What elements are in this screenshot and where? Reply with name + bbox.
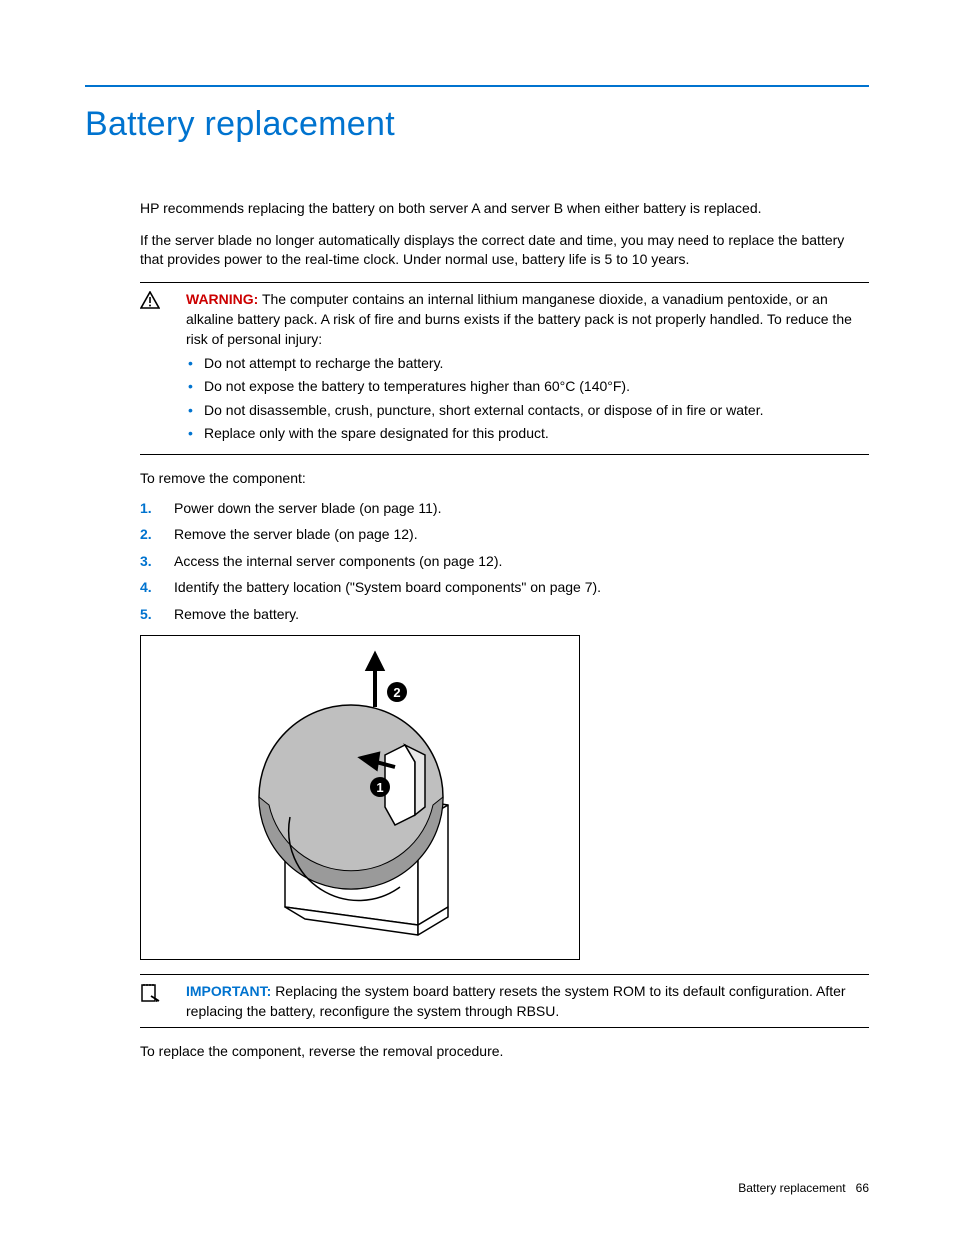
removal-steps: Power down the server blade (on page 11)… xyxy=(140,499,869,625)
page-container: Battery replacement HP recommends replac… xyxy=(0,0,954,1235)
footer-page: 66 xyxy=(856,1181,869,1195)
step-item: Power down the server blade (on page 11)… xyxy=(140,499,869,519)
svg-text:1: 1 xyxy=(376,780,383,795)
page-title: Battery replacement xyxy=(85,105,869,144)
important-text: Replacing the system board battery reset… xyxy=(186,983,846,1019)
warning-bullet: Do not expose the battery to temperature… xyxy=(186,377,869,397)
note-icon xyxy=(140,981,186,1022)
battery-diagram-svg: 2 1 xyxy=(200,647,520,947)
warning-content: WARNING: The computer contains an intern… xyxy=(186,289,869,448)
step-item: Access the internal server components (o… xyxy=(140,552,869,572)
step-item: Remove the server blade (on page 12). xyxy=(140,525,869,545)
warning-callout: WARNING: The computer contains an intern… xyxy=(140,282,869,455)
warning-icon xyxy=(140,289,186,448)
important-callout: IMPORTANT: Replacing the system board ba… xyxy=(140,974,869,1029)
intro-paragraph-1: HP recommends replacing the battery on b… xyxy=(140,199,869,219)
footer-section: Battery replacement xyxy=(738,1181,845,1195)
important-label: IMPORTANT: xyxy=(186,983,271,999)
intro-paragraph-2: If the server blade no longer automatica… xyxy=(140,231,869,270)
warning-bullets: Do not attempt to recharge the battery. … xyxy=(186,354,869,444)
step-item: Remove the battery. xyxy=(140,605,869,625)
warning-text: The computer contains an internal lithiu… xyxy=(186,291,852,348)
svg-text:2: 2 xyxy=(393,685,400,700)
remove-intro: To remove the component: xyxy=(140,469,869,489)
warning-bullet: Do not disassemble, crush, puncture, sho… xyxy=(186,401,869,421)
important-content: IMPORTANT: Replacing the system board ba… xyxy=(186,981,869,1022)
battery-figure: 2 1 xyxy=(140,635,580,960)
warning-label: WARNING: xyxy=(186,291,258,307)
top-rule xyxy=(85,85,869,87)
warning-bullet: Do not attempt to recharge the battery. xyxy=(186,354,869,374)
step-item: Identify the battery location ("System b… xyxy=(140,578,869,598)
replace-text: To replace the component, reverse the re… xyxy=(140,1042,869,1062)
page-footer: Battery replacement 66 xyxy=(738,1181,869,1195)
warning-bullet: Replace only with the spare designated f… xyxy=(186,424,869,444)
